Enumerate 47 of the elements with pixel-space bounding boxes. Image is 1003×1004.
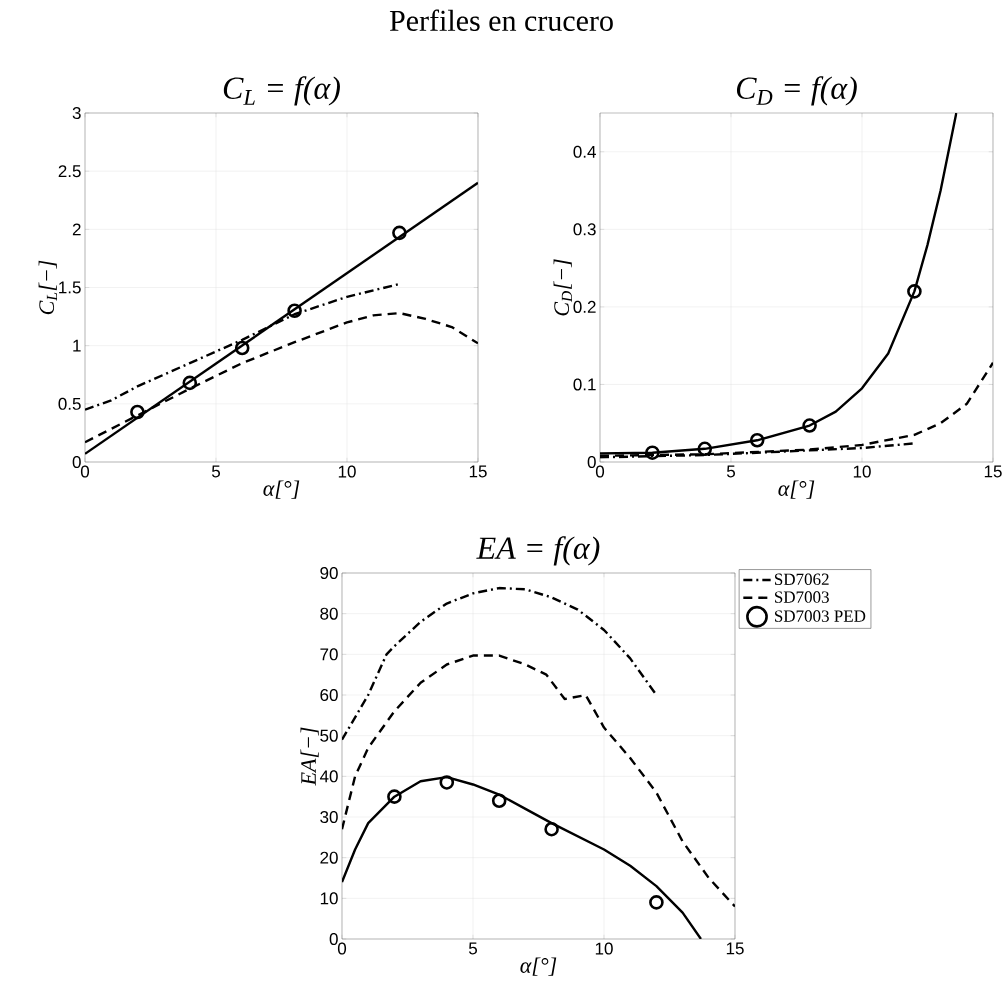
chart-title: C$_{L}$ = f(α) bbox=[223, 76, 340, 106]
text: Perfiles en crucero bbox=[389, 9, 613, 31]
legend-label: SD7003 PED bbox=[774, 610, 866, 622]
y-tick-label: 0.4 bbox=[573, 145, 596, 158]
y-tick-label: 0.3 bbox=[573, 223, 596, 236]
x-tick-label: 10 bbox=[853, 465, 871, 478]
y-tick-label: 70 bbox=[320, 648, 338, 661]
y-axis-title: EA[−] bbox=[300, 727, 319, 786]
x-axis-title: α[°] bbox=[778, 480, 815, 499]
y-tick-label: 0 bbox=[329, 932, 338, 946]
x-tick-label: 15 bbox=[469, 465, 487, 478]
y-tick-label: 2 bbox=[72, 223, 81, 236]
x-tick-label: 10 bbox=[338, 465, 356, 478]
chart-title: C$_{D}$ = f(α) bbox=[736, 76, 857, 106]
y-tick-label: 0.5 bbox=[58, 397, 81, 410]
y-tick-label: 0 bbox=[587, 455, 596, 469]
x-axis-title: α[°] bbox=[263, 480, 300, 499]
legend-label: SD7062 bbox=[774, 573, 829, 586]
y-tick-label: 2.5 bbox=[58, 165, 81, 178]
y-tick-label: 80 bbox=[320, 607, 338, 620]
x-tick-label: 0 bbox=[80, 465, 90, 478]
y-tick-label: 0.2 bbox=[573, 300, 596, 313]
x-tick-label: 10 bbox=[595, 942, 613, 955]
y-tick-label: 0 bbox=[72, 455, 81, 469]
x-tick-label: 0 bbox=[337, 942, 347, 955]
y-tick-label: 3 bbox=[72, 106, 81, 120]
y-tick-label: 30 bbox=[320, 810, 338, 824]
legend-label: SD7003 bbox=[774, 591, 829, 603]
x-tick-label: 5 bbox=[211, 465, 221, 478]
x-tick-label: 5 bbox=[468, 942, 478, 955]
y-tick-label: 50 bbox=[320, 729, 338, 742]
y-tick-label: 90 bbox=[320, 566, 338, 580]
chart-title: EA = f(α) bbox=[476, 536, 600, 566]
y-tick-label: 20 bbox=[320, 851, 338, 864]
x-tick-label: 5 bbox=[726, 465, 736, 478]
y-tick-label: 0.1 bbox=[573, 378, 596, 391]
x-tick-label: 15 bbox=[984, 465, 1002, 478]
y-tick-label: 1 bbox=[73, 339, 81, 352]
y-tick-label: 60 bbox=[320, 688, 338, 702]
y-tick-label: 10 bbox=[320, 892, 338, 905]
x-axis-title: α[°] bbox=[520, 957, 557, 976]
y-tick-label: 1.5 bbox=[59, 281, 81, 294]
x-tick-label: 0 bbox=[595, 465, 605, 478]
y-axis-title: C$_{D}$[−] bbox=[553, 259, 572, 316]
y-tick-label: 40 bbox=[319, 770, 338, 783]
x-tick-label: 15 bbox=[726, 942, 744, 955]
y-axis-title: C$_{L}$[−] bbox=[38, 260, 57, 315]
